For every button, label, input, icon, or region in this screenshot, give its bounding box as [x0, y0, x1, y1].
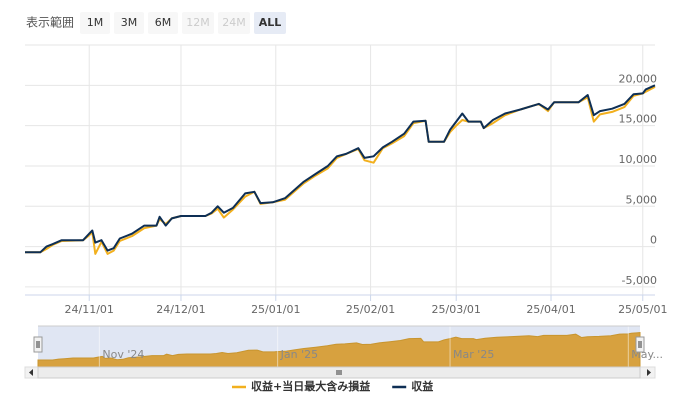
legend-label[interactable]: 収益 — [411, 379, 433, 393]
range-button-label[interactable]: 1M — [87, 16, 104, 29]
x-tick-label: 25/01/01 — [251, 303, 300, 316]
navigator-label: Nov '24 — [102, 348, 144, 361]
range-button-label[interactable]: 3M — [121, 16, 138, 29]
navigator-handle[interactable] — [33, 336, 43, 353]
range-button[interactable] — [114, 12, 144, 34]
x-tick-label: 25/03/01 — [432, 303, 481, 316]
navigator-area — [37, 332, 641, 368]
navigator-label: Mar '25 — [453, 348, 494, 361]
y-tick-label: 10,000 — [619, 153, 658, 166]
scrollbar-arrow[interactable] — [29, 369, 33, 376]
range-button-label: 12M — [186, 16, 210, 29]
series-line — [25, 84, 656, 254]
range-label: 表示範囲 — [26, 15, 74, 30]
x-tick-label: 24/11/01 — [65, 303, 114, 316]
range-button[interactable] — [80, 12, 110, 34]
range-button — [218, 12, 250, 34]
x-tick-label: 25/05/01 — [618, 303, 667, 316]
range-button[interactable] — [254, 12, 286, 34]
scrollbar-arrow[interactable] — [647, 369, 651, 376]
range-button-label[interactable]: ALL — [259, 16, 282, 29]
navigator-handle[interactable] — [635, 336, 645, 353]
range-button[interactable] — [148, 12, 178, 34]
range-button — [182, 12, 214, 34]
x-tick-label: 25/04/01 — [526, 303, 575, 316]
range-button-label[interactable]: 6M — [155, 16, 172, 29]
y-tick-label: 0 — [650, 234, 657, 247]
navigator-label: Jan '25 — [280, 348, 318, 361]
y-tick-label: 5,000 — [626, 193, 658, 206]
y-tick-label: 15,000 — [619, 113, 658, 126]
x-tick-label: 24/12/01 — [156, 303, 205, 316]
range-button-label: 24M — [222, 16, 246, 29]
x-tick-label: 25/02/01 — [346, 303, 395, 316]
y-tick-label: 20,000 — [619, 72, 658, 85]
y-tick-label: -5,000 — [622, 274, 657, 287]
series-line — [25, 86, 656, 255]
legend-label[interactable]: 収益+当日最大含み損益 — [251, 379, 370, 393]
